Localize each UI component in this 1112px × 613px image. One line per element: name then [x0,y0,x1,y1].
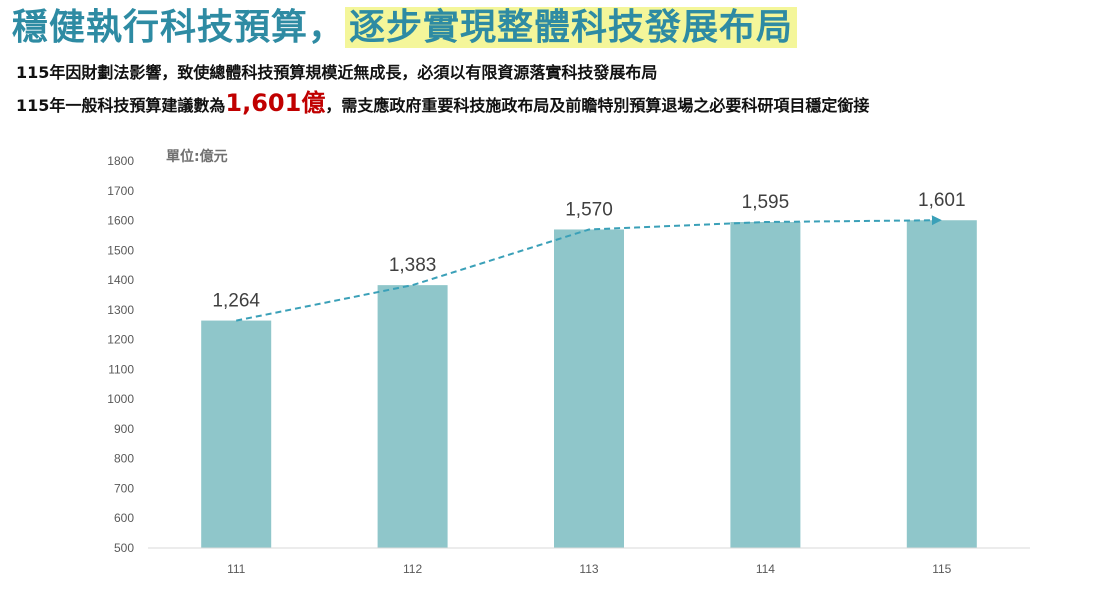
bar-111 [201,320,272,548]
x-tick-label: 111 [227,562,246,576]
data-label-113: 1,570 [565,199,613,220]
x-tick-label: 114 [756,562,775,576]
title-separator: ， [308,7,346,48]
data-labels: 1,264 1,383 1,570 1,595 1,601 [212,190,965,311]
y-tick-label: 1200 [107,333,134,347]
x-axis: 111 112 113 114 115 [227,562,952,576]
bar-113 [554,229,624,548]
title-part2-highlighted: 逐步實現整體科技發展布局 [345,7,798,48]
bars [201,220,977,548]
y-tick-label: 1500 [107,243,134,257]
title-part1: 穩健執行科技預算 [12,7,309,48]
data-label-111: 1,264 [212,291,260,312]
x-tick-label: 112 [403,562,422,576]
y-tick-label: 700 [114,481,134,495]
trend-line [236,215,942,322]
y-axis: 500 600 700 800 900 1000 1100 1200 1300 1400 1500 1… [107,154,134,555]
y-tick-label: 1800 [107,154,134,168]
y-tick-label: 1000 [107,392,134,406]
x-tick-label: 113 [579,562,598,576]
page-title: 穩健執行科技預算， 逐步實現整體科技發展布局 [12,4,798,52]
y-tick-label: 1100 [108,362,134,376]
y-tick-label: 1600 [107,214,134,228]
bar-115 [906,220,977,548]
bar-114 [730,222,801,548]
x-tick-label: 115 [932,562,951,576]
y-tick-label: 600 [114,511,134,525]
data-label-112: 1,383 [389,255,437,276]
line2-prefix: 115年一般科技預算建議數為 [16,96,226,115]
chart-unit-label: 單位:億元 [166,149,228,165]
data-label-114: 1,595 [742,192,790,213]
y-tick-label: 1300 [107,303,134,317]
bar-112 [377,285,448,548]
y-tick-label: 1700 [107,184,134,198]
y-tick-label: 500 [114,541,134,555]
line2-suffix: ，需支應政府重要科技施政布局及前瞻特別預算退場之必要科研項目穩定銜接 [325,96,870,115]
subtitle-line1: 115年因財劃法影響，致使總體科技預算規模近無成長，必須以有限資源落實科技發展布… [16,63,658,82]
line2-highlight-amount: 1,601億 [225,89,326,117]
y-tick-label: 800 [114,452,134,466]
y-tick-label: 1400 [107,273,134,287]
data-label-115: 1,601 [918,190,966,211]
y-tick-label: 900 [114,422,134,436]
subtitle-line2: 115年一般科技預算建議數為1,601億，需支應政府重要科技施政布局及前瞻特別預… [16,88,869,121]
